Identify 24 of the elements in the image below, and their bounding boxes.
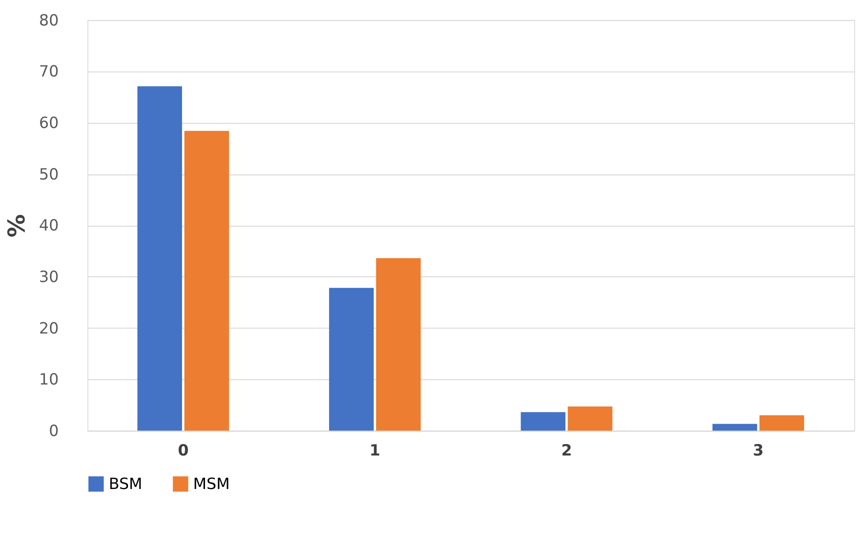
legend-label: BSM: [108, 474, 142, 493]
y-tick-label: 80: [38, 11, 59, 30]
y-tick-label: 30: [38, 268, 59, 286]
bar: [712, 424, 758, 431]
bar: [376, 258, 421, 431]
bar: [137, 86, 182, 431]
y-axis-title: %: [3, 214, 30, 238]
y-tick-label: 0: [48, 422, 59, 440]
y-tick-label: 20: [38, 319, 59, 338]
y-tick-label: 50: [38, 165, 59, 184]
bar: [520, 412, 566, 431]
y-tick-label: 60: [38, 114, 59, 132]
bar: [568, 406, 612, 431]
bar: [759, 415, 804, 431]
y-tick-label: 40: [38, 216, 59, 235]
x-tick-label: 3: [752, 441, 764, 460]
x-tick-label: 0: [178, 441, 189, 460]
y-tick-label: 70: [38, 62, 59, 81]
x-tick-label: 2: [561, 441, 572, 460]
legend-label: MSM: [193, 474, 230, 493]
y-tick-label: 10: [38, 370, 59, 389]
bar: [184, 130, 230, 431]
x-tick-label: 1: [370, 441, 380, 460]
bar: [329, 288, 374, 431]
